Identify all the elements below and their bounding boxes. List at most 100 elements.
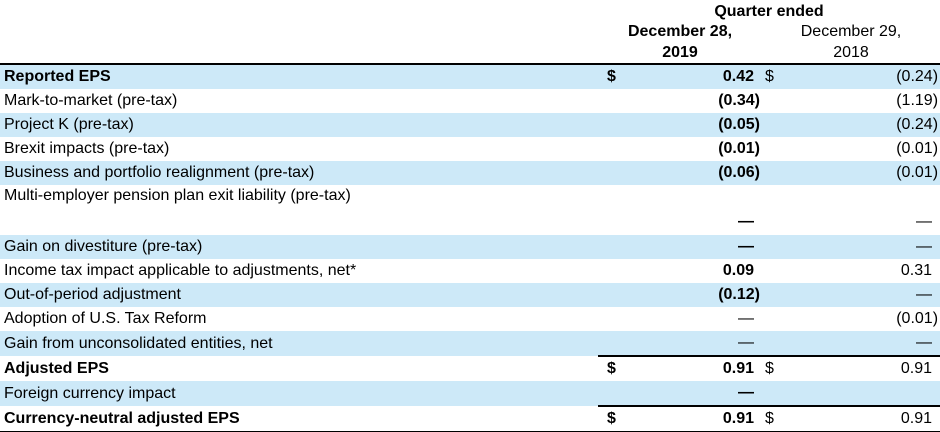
table-row: Reported EPS $0.42 $ (0.24) — [0, 63, 940, 89]
column-header-2019-year: 2019 — [662, 44, 698, 61]
cell-value: (0.01) — [896, 140, 939, 157]
value-2018-cell: — — [762, 235, 940, 259]
value-2018-cell: $ (0.24) — [762, 63, 940, 89]
value-2018-cell: (0.01) — [762, 161, 940, 185]
row-label: Foreign currency impact — [4, 384, 176, 402]
cell-value: — — [916, 213, 933, 230]
table-header: Quarter ended December 28, 2019 December… — [0, 0, 940, 64]
column-header-2018-date: December 29, — [800, 23, 902, 40]
row-label: Out-of-period adjustment — [4, 286, 181, 303]
value-2018-cell: (0.01) — [762, 307, 940, 331]
value-2019-cell: — — [598, 381, 762, 407]
row-label: Adoption of U.S. Tax Reform — [4, 310, 207, 327]
table-row: Mark-to-market (pre-tax) (0.34) (1.19) — [0, 89, 940, 113]
row-label: Gain from unconsolidated entities, net — [4, 334, 273, 352]
value-2019-cell: (0.01) — [598, 137, 762, 161]
value-2018-cell: $0.91 — [762, 356, 940, 381]
row-label: Currency-neutral adjusted EPS — [0, 406, 598, 432]
row-label: Reported EPS — [0, 63, 598, 89]
cell-value: — — [738, 334, 754, 351]
currency-symbol: $ — [607, 360, 616, 377]
cell-value: 0.42 — [722, 68, 754, 85]
cell-value: (1.19) — [896, 92, 939, 109]
cell-value: (0.24) — [896, 68, 939, 85]
cell-value: (0.12) — [718, 286, 760, 303]
value-2019-cell: 0.09 — [598, 259, 762, 283]
row-label: Gain on divestiture (pre-tax) — [4, 238, 203, 255]
table-row: Multi-employer pension plan exit liabili… — [0, 185, 940, 235]
cell-value: — — [738, 238, 754, 255]
cell-value: — — [916, 334, 933, 351]
table-row: Gain on divestiture (pre-tax) — — — [0, 235, 940, 259]
cell-value: 0.91 — [900, 410, 933, 427]
value-2018-cell: $0.91 — [762, 406, 940, 432]
column-header-2018: December 29, 2018 — [762, 21, 940, 64]
value-2019-cell: — — [598, 185, 762, 235]
value-2018-cell: — — [762, 283, 940, 307]
cell-value: 0.31 — [900, 262, 933, 279]
cell-value: — — [738, 213, 754, 230]
value-2018-cell — [762, 381, 940, 407]
cell-value: 0.91 — [722, 410, 754, 427]
value-2019-cell: — — [598, 235, 762, 259]
cell-value: (0.34) — [718, 92, 760, 109]
row-label: Brexit impacts (pre-tax) — [4, 140, 170, 157]
header-spacer — [0, 21, 598, 64]
table-row: Adoption of U.S. Tax Reform — (0.01) — [0, 307, 940, 331]
cell-value: 0.91 — [900, 360, 933, 377]
currency-symbol: $ — [765, 360, 774, 377]
value-2018-cell: (1.19) — [762, 89, 940, 113]
cell-value: (0.24) — [896, 116, 939, 133]
cell-value: (0.01) — [896, 310, 939, 327]
cell-value: (0.01) — [896, 164, 939, 181]
row-label: Adjusted EPS — [4, 359, 109, 377]
row-label: Multi-employer pension plan exit liabili… — [4, 187, 351, 204]
table-row: Gain from unconsolidated entities, net — — — [0, 331, 940, 357]
value-2019-cell: (0.34) — [598, 89, 762, 113]
currency-symbol: $ — [765, 68, 774, 85]
table-row: Foreign currency impact — — [0, 381, 940, 407]
row-label: Mark-to-market (pre-tax) — [4, 92, 178, 109]
cell-value: 0.91 — [722, 360, 754, 377]
value-2019-cell: $0.42 — [598, 63, 762, 89]
cell-value: (0.01) — [718, 140, 760, 157]
currency-symbol: $ — [765, 410, 774, 427]
table-row: Brexit impacts (pre-tax) (0.01) (0.01) — [0, 137, 940, 161]
currency-symbol: $ — [607, 68, 616, 85]
cell-value: — — [738, 384, 754, 401]
value-2018-cell: (0.24) — [762, 113, 940, 137]
table-row: Project K (pre-tax) (0.05) (0.24) — [0, 113, 940, 137]
value-2019-cell: (0.05) — [598, 113, 762, 137]
value-2019-cell: — — [598, 307, 762, 331]
table-row: Out-of-period adjustment (0.12) — — [0, 283, 940, 307]
table-row: Currency-neutral adjusted EPS $0.91 $0.91 — [0, 406, 940, 432]
value-2019-cell: (0.12) — [598, 283, 762, 307]
value-2018-cell: — — [762, 331, 940, 357]
value-2019-cell: $0.91 — [598, 406, 762, 432]
cell-value: 0.09 — [722, 262, 754, 279]
quarter-ended-header: Quarter ended — [714, 3, 824, 20]
row-label: Business and portfolio realignment (pre-… — [4, 164, 315, 181]
column-header-2019: December 28, 2019 — [598, 21, 762, 64]
eps-table-body: Reported EPS $0.42 $ (0.24) Mark-to-market (… — [0, 63, 940, 432]
table-row: Business and portfolio realignment (pre-… — [0, 161, 940, 185]
cell-value: — — [738, 310, 754, 327]
column-header-2019-date: December 28, — [627, 23, 733, 40]
value-2018-cell: (0.01) — [762, 137, 940, 161]
table-row: Adjusted EPS $0.91 $0.91 — [0, 356, 940, 381]
currency-symbol: $ — [607, 410, 616, 427]
value-2019-cell: $0.91 — [598, 356, 762, 381]
cell-value: (0.06) — [718, 164, 760, 181]
table-row: Income tax impact applicable to adjustme… — [0, 259, 940, 283]
row-label: Project K (pre-tax) — [4, 116, 134, 133]
cell-value: — — [916, 238, 933, 255]
value-2018-cell: — — [762, 185, 940, 235]
value-2019-cell: (0.06) — [598, 161, 762, 185]
cell-value: (0.05) — [718, 116, 760, 133]
value-2019-cell: — — [598, 331, 762, 357]
column-header-2018-year: 2018 — [833, 44, 869, 61]
cell-value: — — [916, 286, 933, 303]
value-2018-cell: 0.31 — [762, 259, 940, 283]
row-label: Income tax impact applicable to adjustme… — [4, 262, 357, 279]
